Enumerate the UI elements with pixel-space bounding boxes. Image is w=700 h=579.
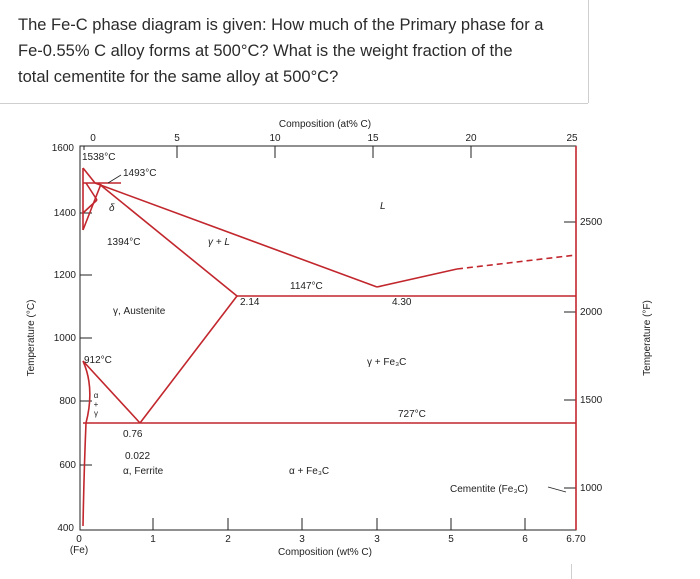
label-076: 0.76	[123, 429, 143, 440]
label-1394: 1394°C	[107, 237, 140, 248]
right-axis-title: Temperature (°F)	[642, 300, 653, 376]
solidus-gamma	[97, 182, 238, 297]
bottom-axis-ticks: 0 (Fe) 1 2 3 3 5 6 6.70	[70, 518, 586, 556]
label-727: 727°C	[398, 409, 426, 420]
bottom-tick-label-6-70: 6.70	[566, 534, 586, 545]
left-tick-label-1600: 1600	[52, 143, 75, 154]
right-tick-label-2000: 2000	[580, 307, 603, 318]
bottom-tick-label-4: 3	[374, 534, 380, 545]
right-axis-ticks: 2500 2000 1500 1000	[564, 217, 603, 494]
phase-labels: 1538°C 1493°C δ 1394°C γ + L L 1147°C 2.…	[82, 152, 528, 495]
left-axis-ticks: 1600 1400 1200 1000 800 600 400	[52, 143, 92, 534]
question-line-3: total cementite for the same alloy at 50…	[18, 68, 339, 86]
bottom-tick-label-5: 5	[448, 534, 454, 545]
label-gamma: γ	[94, 409, 98, 418]
liquidus-hyper	[376, 268, 458, 288]
right-tick-label-1500: 1500	[580, 395, 603, 406]
question-line-2: Fe-0.55% C alloy forms at 500°C? What is…	[18, 42, 513, 60]
right-tick-label-2500: 2500	[580, 217, 603, 228]
liquidus-gamma	[94, 182, 378, 288]
top-axis-title: Composition (at% C)	[279, 119, 371, 130]
label-liquid: L	[380, 201, 386, 212]
liquidus-delta	[82, 167, 96, 184]
label-alpha: α	[94, 391, 99, 400]
label-gamma-l: γ + L	[208, 237, 230, 248]
phase-boundaries	[82, 146, 577, 530]
label-gamma-fe3c: γ + Fe₃C	[367, 357, 406, 368]
label-alpha-fe3c: α + Fe₃C	[289, 466, 329, 477]
left-axis-title: Temperature (°C)	[26, 300, 37, 377]
label-430: 4.30	[392, 297, 412, 308]
pointer-cementite	[547, 486, 567, 493]
left-tick-label-1200: 1200	[54, 270, 77, 281]
label-delta: δ	[109, 203, 115, 214]
bottom-tick-label-1: 1	[150, 534, 156, 545]
label-plus: +	[94, 400, 99, 409]
solidus-upper	[82, 183, 102, 231]
bottom-tick-label-0: 0	[76, 534, 82, 545]
left-tick-label-600: 600	[59, 460, 76, 471]
left-tick-label-1000: 1000	[54, 333, 77, 344]
left-tick-label-400: 400	[57, 523, 74, 534]
divider-vertical	[588, 0, 589, 103]
top-tick-label-10: 10	[269, 133, 281, 144]
pointer-1493	[107, 174, 122, 184]
label-1538: 1538°C	[82, 152, 115, 163]
top-tick-label-15: 15	[367, 133, 379, 144]
bottom-tick-label-6: 6	[522, 534, 528, 545]
left-tick-label-800: 800	[59, 396, 76, 407]
divider-bottom	[571, 564, 572, 579]
top-axis-ticks: 0 5 10 15 20 25	[83, 133, 578, 158]
label-austenite: γ, Austenite	[113, 306, 166, 317]
right-tick-label-1000: 1000	[580, 483, 603, 494]
fe-label: (Fe)	[70, 545, 88, 556]
top-tick-label-5: 5	[174, 133, 180, 144]
label-1493: 1493°C	[123, 168, 156, 179]
label-ferrite: α, Ferrite	[123, 466, 164, 477]
label-912: 912°C	[84, 355, 112, 366]
bottom-tick-label-2: 2	[225, 534, 231, 545]
label-alpha-gamma: α + γ	[94, 391, 99, 418]
label-214: 2.14	[240, 297, 260, 308]
label-0022: 0.022	[125, 451, 150, 462]
alpha-solvus	[82, 422, 87, 527]
liquidus-dashed	[456, 254, 577, 270]
acm-line	[139, 295, 238, 424]
label-1147: 1147°C	[290, 281, 323, 292]
bottom-axis-title: Composition (wt% C)	[278, 547, 372, 558]
bottom-tick-label-3: 3	[299, 534, 305, 545]
a3-line	[82, 360, 141, 424]
question-text: The Fe-C phase diagram is given: How muc…	[18, 12, 578, 90]
label-cementite: Cementite (Fe₃C)	[450, 484, 528, 495]
left-tick-label-1400: 1400	[54, 208, 77, 219]
top-tick-label-0: 0	[90, 133, 96, 144]
top-tick-label-25: 25	[566, 133, 578, 144]
question-line-1: The Fe-C phase diagram is given: How muc…	[18, 16, 544, 34]
alpha-boundary	[82, 360, 91, 424]
top-tick-label-20: 20	[465, 133, 477, 144]
divider-horizontal	[0, 103, 588, 104]
